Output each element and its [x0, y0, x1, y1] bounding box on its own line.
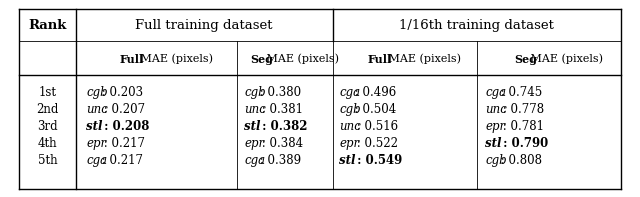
Text: Seg: Seg	[250, 54, 273, 65]
Text: : 0.381: : 0.381	[258, 103, 303, 116]
Text: epr: epr	[244, 137, 264, 150]
Text: cga: cga	[485, 86, 506, 99]
Text: 2nd: 2nd	[36, 103, 58, 116]
Text: MAE (pixels): MAE (pixels)	[527, 54, 603, 64]
Text: : 0.217: : 0.217	[98, 154, 143, 167]
Text: cgb: cgb	[244, 86, 266, 99]
Text: Full: Full	[119, 54, 143, 65]
Text: : 0.790: : 0.790	[499, 137, 548, 150]
Text: stl: stl	[86, 120, 103, 133]
Text: : 0.516: : 0.516	[353, 120, 398, 133]
Text: : 0.384: : 0.384	[258, 137, 303, 150]
Text: : 0.522: : 0.522	[353, 137, 397, 150]
Text: : 0.745: : 0.745	[497, 86, 542, 99]
Text: unc: unc	[339, 120, 361, 133]
Text: : 0.781: : 0.781	[499, 120, 543, 133]
Text: : 0.549: : 0.549	[353, 154, 402, 167]
Text: Full: Full	[368, 54, 392, 65]
Text: : 0.207: : 0.207	[100, 103, 145, 116]
Text: : 0.217: : 0.217	[100, 137, 145, 150]
Text: unc: unc	[244, 103, 266, 116]
Text: cga: cga	[244, 154, 266, 167]
Text: : 0.778: : 0.778	[499, 103, 544, 116]
Text: 5th: 5th	[38, 154, 57, 167]
Text: : 0.380: : 0.380	[256, 86, 301, 99]
Text: stl: stl	[244, 120, 261, 133]
Text: Rank: Rank	[28, 19, 67, 32]
Text: 1/16th training dataset: 1/16th training dataset	[399, 19, 554, 32]
Text: 4th: 4th	[38, 137, 57, 150]
Text: : 0.808: : 0.808	[497, 154, 541, 167]
Text: : 0.382: : 0.382	[258, 120, 307, 133]
Text: unc: unc	[86, 103, 108, 116]
Text: epr: epr	[339, 137, 359, 150]
Text: : 0.203: : 0.203	[98, 86, 143, 99]
Text: Seg: Seg	[514, 54, 537, 65]
Text: cga: cga	[339, 86, 360, 99]
Text: MAE (pixels): MAE (pixels)	[136, 54, 212, 64]
Text: MAE (pixels): MAE (pixels)	[385, 54, 461, 64]
Text: cgb: cgb	[485, 154, 507, 167]
Text: 3rd: 3rd	[37, 120, 58, 133]
Text: : 0.496: : 0.496	[351, 86, 396, 99]
Text: stl: stl	[339, 154, 356, 167]
Text: cgb: cgb	[339, 103, 361, 116]
Text: Full training dataset: Full training dataset	[136, 19, 273, 32]
Text: cga: cga	[86, 154, 108, 167]
Text: MAE (pixels): MAE (pixels)	[263, 54, 339, 64]
Text: epr: epr	[86, 137, 106, 150]
Text: 1st: 1st	[38, 86, 56, 99]
Text: unc: unc	[485, 103, 507, 116]
Text: stl: stl	[485, 137, 502, 150]
Text: cgb: cgb	[86, 86, 108, 99]
Text: : 0.208: : 0.208	[100, 120, 149, 133]
Text: epr: epr	[485, 120, 505, 133]
Text: : 0.504: : 0.504	[351, 103, 396, 116]
Text: : 0.389: : 0.389	[256, 154, 301, 167]
